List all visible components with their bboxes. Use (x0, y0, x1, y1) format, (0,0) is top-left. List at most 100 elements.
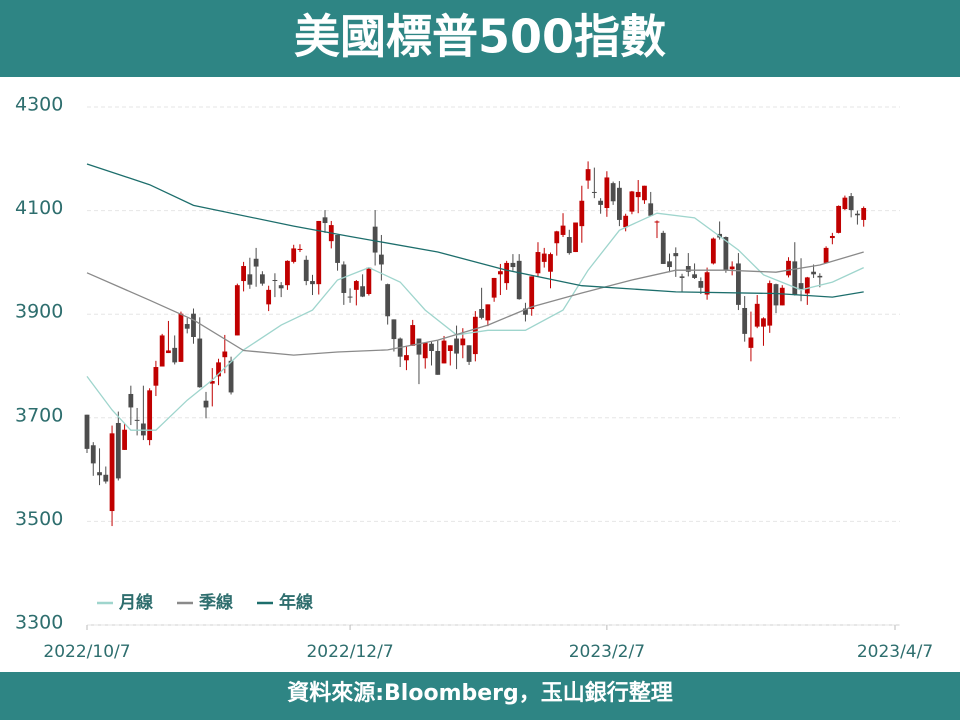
candle-body (454, 338, 459, 354)
candle-body (228, 360, 234, 393)
y-tick-label: 3500 (15, 508, 63, 530)
candle-body (566, 237, 572, 254)
candle-body (779, 287, 785, 306)
candle-body (341, 264, 347, 293)
candle-body (447, 345, 453, 351)
candle-body (497, 271, 503, 275)
candle-body (441, 340, 447, 364)
y-tick-label: 4100 (15, 197, 63, 219)
candle-body (335, 234, 340, 263)
candle-body (798, 283, 804, 290)
candle-body (122, 429, 127, 450)
candle-body (234, 285, 240, 336)
candle-body (159, 335, 165, 367)
candle-body (855, 213, 860, 216)
candle-body (109, 433, 115, 512)
candle-body (635, 191, 641, 198)
candle-body (623, 215, 629, 228)
candle-body (97, 472, 102, 476)
candle-body (660, 232, 666, 264)
ma-line (86, 251, 864, 356)
candle-body (748, 337, 754, 348)
candle-body (310, 281, 315, 285)
candle-body (460, 338, 466, 346)
candle-body (404, 355, 409, 361)
candle-body (216, 362, 221, 377)
legend-label: 年線 (279, 592, 313, 613)
candle-body (366, 267, 372, 294)
candle-body (466, 345, 472, 362)
candle-body (253, 258, 259, 267)
candle-body (729, 266, 735, 270)
candle-body (754, 303, 760, 327)
candle-body (378, 254, 384, 265)
candle-body (504, 262, 510, 284)
candle-body (560, 225, 566, 235)
candle-body (804, 277, 810, 294)
candle-body (516, 260, 522, 300)
candle-body (259, 274, 265, 284)
source-note: 資料來源:Bloomberg，玉山銀行整理 (287, 680, 673, 706)
candle-body (472, 316, 478, 355)
candle-body (266, 289, 272, 305)
candle-body (241, 266, 246, 282)
candle-body (811, 271, 816, 275)
candle-body (429, 343, 434, 351)
candle-body (222, 351, 228, 358)
candle-body (667, 261, 672, 268)
candle-body (829, 235, 835, 239)
candle-body (591, 191, 597, 193)
candle-body (479, 309, 485, 318)
candle-body (598, 200, 604, 205)
y-tick-label: 4300 (15, 94, 63, 116)
candle-body (510, 262, 516, 268)
candle-body (767, 283, 773, 326)
candle-body (654, 221, 660, 223)
candle-body (698, 281, 704, 288)
x-tick-label: 2022/10/7 (43, 642, 130, 662)
candle-body (861, 208, 867, 220)
candle-body (166, 350, 171, 354)
candle-body (554, 231, 560, 244)
candle-body (291, 248, 297, 262)
candle-body (134, 419, 140, 421)
candle-body (736, 263, 741, 305)
candle-body (842, 197, 848, 210)
candle-body (410, 325, 416, 346)
candle-body (692, 274, 697, 278)
candle-body (285, 260, 290, 286)
candle-body (128, 393, 134, 408)
candle-body (322, 217, 328, 224)
candle-body (191, 313, 196, 337)
x-tick-label: 2023/4/7 (857, 642, 933, 662)
candle-body (742, 307, 748, 334)
candle-body (761, 318, 766, 327)
candle-body (848, 196, 854, 211)
candle-body (541, 253, 547, 262)
candle-body (391, 319, 397, 340)
candle-body (84, 414, 90, 449)
legend-label: 月線 (118, 592, 153, 613)
candle-body (209, 381, 215, 384)
candle-body (648, 203, 654, 216)
candle-body (629, 191, 635, 212)
candle-body (184, 324, 190, 329)
y-tick-label: 3900 (15, 301, 63, 323)
candle-body (278, 285, 284, 289)
candle-body (617, 187, 622, 220)
ma-line (86, 163, 864, 298)
y-tick-label: 3700 (15, 404, 63, 426)
candle-body (90, 445, 96, 464)
candle-body (604, 177, 610, 209)
candle-body (272, 280, 278, 282)
candle-body (585, 169, 591, 181)
candle-body (548, 254, 553, 272)
title-bar (0, 0, 960, 77)
candle-body (303, 259, 309, 282)
candle-body (385, 284, 391, 317)
candle-body (140, 423, 146, 436)
candle-body (723, 237, 729, 270)
candle-body (817, 275, 823, 278)
